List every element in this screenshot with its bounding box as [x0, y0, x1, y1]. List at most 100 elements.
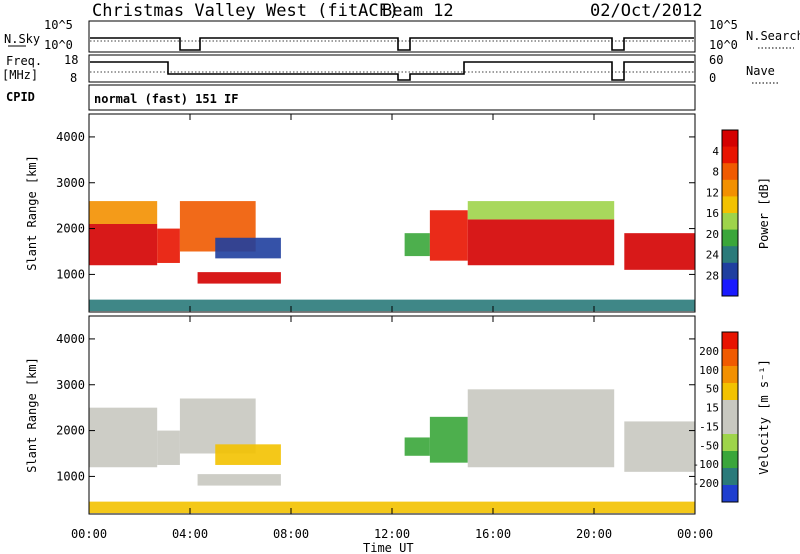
nsky-tick-top: 10^5 — [44, 18, 73, 32]
velocity-colorbar-segment — [722, 434, 738, 452]
velocity-colorbar-segment — [722, 383, 738, 401]
time-tick-label: 16:00 — [475, 527, 511, 541]
velocity-data-region — [89, 407, 158, 468]
power-colorbar-label: Power [dB] — [757, 177, 771, 249]
velocity-colorbar-segment — [722, 400, 738, 418]
site-title: Christmas Valley West (fitACF) — [92, 1, 399, 21]
freq-trace — [90, 61, 694, 81]
nsky-panel: N.Sky 10^5 10^0 10^5 10^0 N.Search — [4, 18, 800, 53]
velocity-colorbar-tick: 15 — [706, 402, 719, 415]
time-tick-label: 08:00 — [273, 527, 309, 541]
power-colorbar-tick: 4 — [712, 145, 719, 158]
time-tick-label: 00:00 — [71, 527, 107, 541]
freq-tick-top: 18 — [64, 53, 78, 67]
velocity-colorbar-segment — [722, 451, 738, 469]
nsearch-tick-top: 10^5 — [709, 18, 738, 32]
power-colorbar-segment — [722, 146, 738, 164]
velocity-colorbar-segment — [722, 485, 738, 503]
time-tick-label: 04:00 — [172, 527, 208, 541]
power-colorbar-tick: 24 — [706, 249, 720, 262]
nsky-tick-bottom: 10^0 — [44, 38, 73, 52]
velocity-ylabel: Slant Range [km] — [25, 357, 39, 473]
nave-tick-top: 60 — [709, 53, 723, 67]
velocity-colorbar-segment — [722, 349, 738, 367]
nsky-trace — [90, 37, 694, 51]
cpid-label: CPID — [6, 90, 35, 104]
velocity-colorbar-segment — [722, 332, 738, 350]
velocity-colorbar-tick: 50 — [706, 383, 719, 396]
cpid-value: normal (fast) 151 IF — [94, 92, 239, 106]
velocity-colorbar-tick: 200 — [699, 345, 719, 358]
nsearch-label: N.Search — [746, 29, 800, 43]
power-ytick-label: 1000 — [56, 267, 85, 281]
velocity-data-region — [429, 416, 468, 463]
velocity-colorbar-tick: 100 — [699, 364, 719, 377]
velocity-colorbar-tick: -50 — [699, 439, 719, 452]
power-colorbar-tick: 28 — [706, 269, 719, 282]
power-ytick-label: 4000 — [56, 130, 85, 144]
time-tick-label: 20:00 — [576, 527, 612, 541]
freq-tick-bottom: 8 — [70, 71, 77, 85]
velocity-data-region — [197, 474, 281, 486]
nave-tick-bottom: 0 — [709, 71, 716, 85]
power-colorbar-segment — [722, 130, 738, 148]
velocity-colorbar-segment — [722, 468, 738, 486]
power-colorbar-frame — [721, 129, 739, 297]
power-colorbar-tick: 12 — [706, 186, 719, 199]
velocity-colorbar-tick: -200 — [693, 477, 720, 490]
time-tick-label: 12:00 — [374, 527, 410, 541]
power-colorbar-segment — [722, 196, 738, 214]
power-data-region — [197, 272, 281, 284]
velocity-data-region — [467, 389, 615, 468]
velocity-data-region — [404, 437, 430, 456]
power-ylabel: Slant Range [km] — [25, 155, 39, 271]
velocity-colorbar-tick: -100 — [693, 458, 720, 471]
power-data-region — [89, 299, 695, 312]
power-colorbar-segment — [722, 213, 738, 231]
power-ytick-label: 2000 — [56, 222, 85, 236]
power-data-region — [89, 201, 158, 224]
power-colorbar-segment — [722, 163, 738, 181]
date-label: 02/Oct/2012 — [590, 1, 703, 21]
time-axis: 00:00 04:00 08:00 12:00 16:00 20:00 00:00 — [71, 527, 713, 541]
velocity-colorbar-label: Velocity [m s⁻¹] — [757, 359, 771, 475]
velocity-ytick-label: 3000 — [56, 378, 85, 392]
freq-label: Freq. — [6, 54, 42, 68]
power-colorbar-segment — [722, 279, 738, 297]
nave-label: Nave — [746, 64, 775, 78]
time-tick-label: 00:00 — [677, 527, 713, 541]
nsearch-tick-bottom: 10^0 — [709, 38, 738, 52]
power-colorbar-segment — [722, 229, 738, 247]
velocity-ytick-label: 2000 — [56, 424, 85, 438]
time-axis-label: Time UT — [363, 541, 414, 554]
power-data-region — [404, 233, 430, 257]
power-panel: 1000 2000 3000 4000 Slant Range [km] 4 8 12 16 20… — [25, 113, 771, 313]
power-data-region — [215, 237, 281, 259]
velocity-colorbar-tick: -15 — [699, 420, 719, 433]
power-data-region — [157, 228, 180, 263]
power-ytick-label: 3000 — [56, 176, 85, 190]
beam-label: Beam 12 — [382, 1, 454, 21]
freq-unit-label: [MHz] — [2, 68, 38, 82]
velocity-data-region — [215, 444, 281, 465]
velocity-data-region — [89, 501, 695, 514]
power-data-region — [467, 201, 615, 220]
velocity-ytick-label: 4000 — [56, 332, 85, 346]
power-data-region — [624, 233, 695, 270]
velocity-colorbar-segment — [722, 417, 738, 435]
power-colorbar-segment — [722, 246, 738, 264]
power-data-region — [467, 219, 615, 266]
freq-panel: Freq. [MHz] 18 8 60 0 Nave — [2, 53, 780, 85]
velocity-colorbar-segment — [722, 366, 738, 384]
power-colorbar-tick: 20 — [706, 228, 719, 241]
cpid-panel — [88, 84, 696, 111]
power-colorbar-segment — [722, 262, 738, 280]
velocity-ytick-label: 1000 — [56, 469, 85, 483]
velocity-panel: 1000 2000 3000 4000 Slant Range [km] 200 100 50… — [25, 315, 771, 515]
velocity-data-region — [157, 430, 180, 465]
nsky-label: N.Sky — [4, 32, 40, 46]
power-data-region — [429, 210, 468, 261]
power-colorbar-segment — [722, 179, 738, 197]
velocity-colorbar-frame — [721, 331, 739, 503]
